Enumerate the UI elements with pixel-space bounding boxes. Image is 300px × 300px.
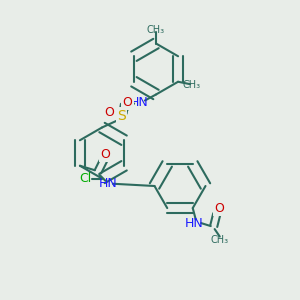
Text: Cl: Cl	[80, 172, 92, 185]
Text: HN: HN	[130, 95, 149, 109]
Text: CH₃: CH₃	[182, 80, 201, 90]
Text: CH₃: CH₃	[147, 25, 165, 35]
Text: CH₃: CH₃	[211, 235, 229, 244]
Text: S: S	[117, 109, 126, 122]
Text: O: O	[100, 148, 110, 161]
Text: O: O	[214, 202, 224, 215]
Text: HN: HN	[185, 217, 204, 230]
Text: HN: HN	[99, 177, 118, 190]
Text: O: O	[105, 106, 114, 119]
Text: O: O	[123, 95, 132, 109]
